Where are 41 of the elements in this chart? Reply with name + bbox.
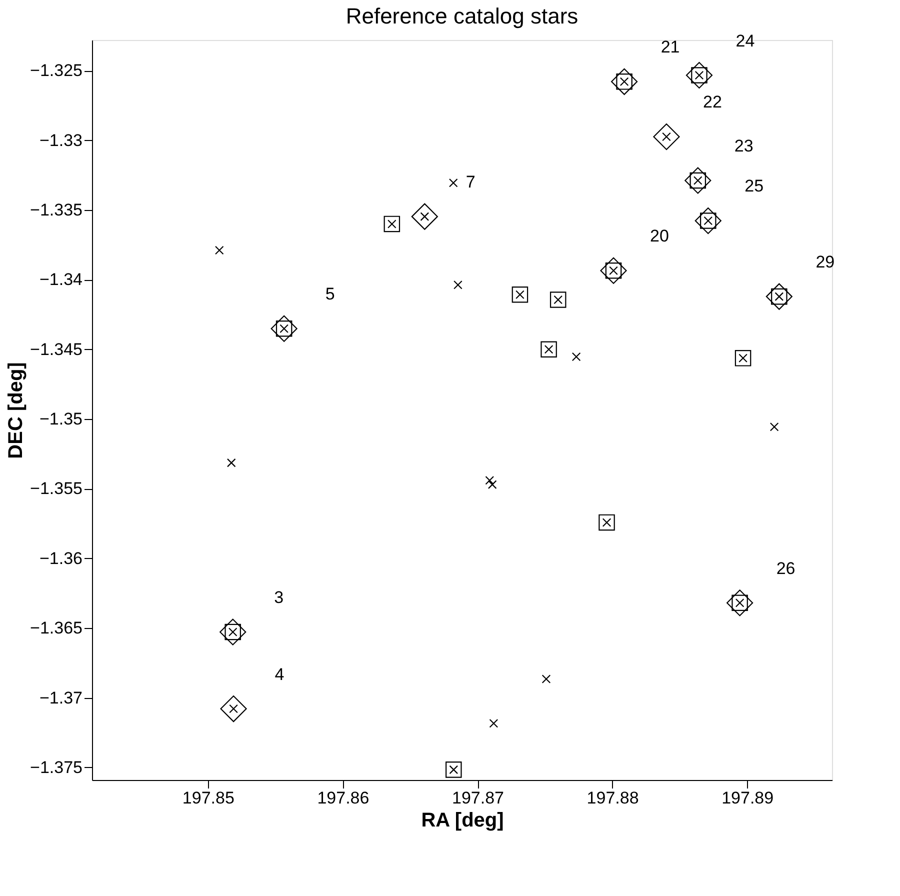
x-tick-label: 197.87 [452,788,504,808]
point [485,476,494,485]
annotation: 24 [736,31,755,50]
x-tick-label: 197.89 [722,788,774,808]
point [489,718,498,728]
y-tick-label: −1.36 [39,548,82,568]
point [214,246,224,255]
annotation: 7 [466,172,476,192]
y-axis-title: DEC [deg] [5,362,28,459]
annotation: 4 [274,664,284,684]
point [770,422,779,432]
annotation: 5 [325,284,335,304]
annotation: 26 [776,558,796,578]
y-tick-label: −1.34 [39,270,82,290]
point [226,458,236,468]
annotation: 21 [660,38,680,57]
point [448,178,458,188]
y-tick-label: −1.37 [39,688,82,708]
y-tick-label: −1.365 [30,618,82,638]
annotation: 22 [703,92,722,112]
chart-title: Reference catalog stars [346,3,578,28]
y-tick-label: −1.375 [30,758,82,777]
point [488,480,497,489]
annotation: 25 [744,176,764,196]
point [542,674,551,684]
x-tick-label: 197.86 [317,788,370,808]
point [572,352,581,362]
annotation: 29 [816,252,835,272]
annotation: 20 [650,226,669,246]
annotation: 3 [274,588,284,607]
annotation: 23 [734,136,754,156]
y-tick-label: −1.35 [39,410,82,429]
point [454,280,462,290]
y-tick-label: −1.335 [30,200,82,220]
y-tick-label: −1.355 [30,479,82,498]
x-tick-label: 197.85 [182,788,234,808]
y-tick-label: −1.33 [39,130,82,150]
y-tick-label: −1.345 [30,340,82,359]
x-axis-title: RA [deg] [421,810,504,832]
x-tick-label: 197.88 [586,788,639,808]
y-tick-label: −1.325 [30,61,82,80]
